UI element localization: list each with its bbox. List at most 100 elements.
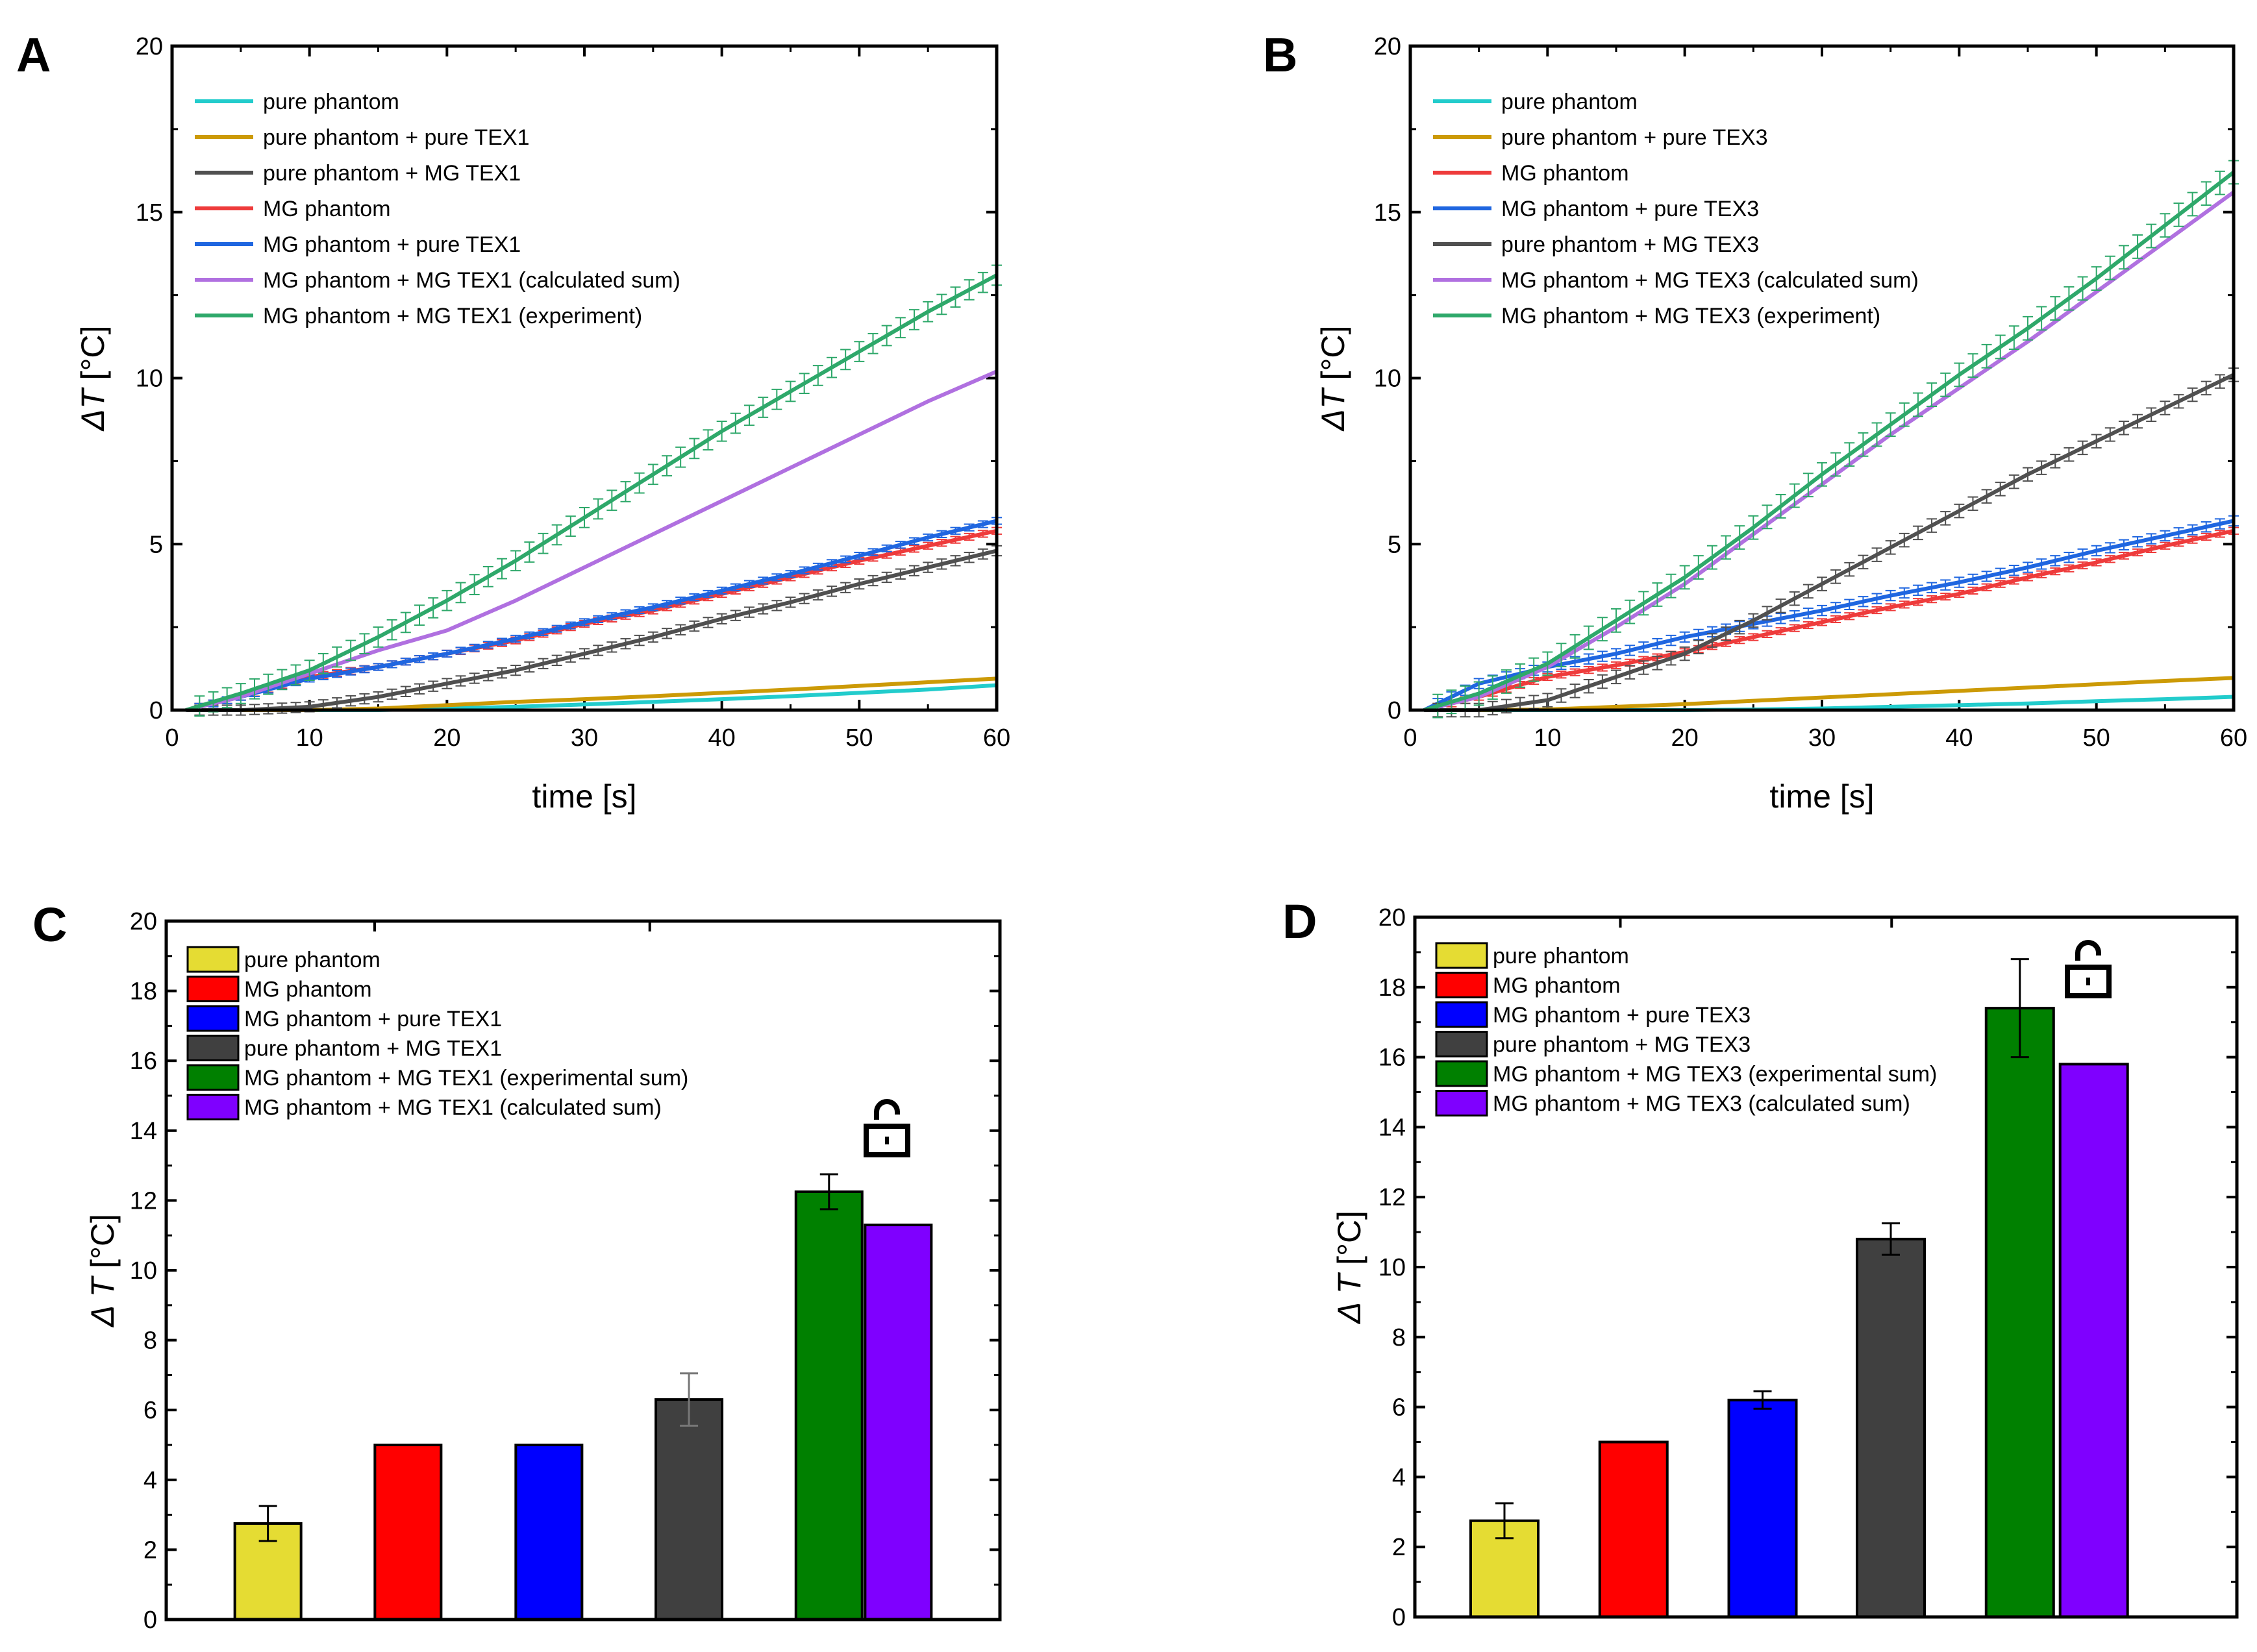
panel-label: C: [32, 898, 67, 952]
panel-label: A: [16, 28, 51, 82]
y-tick-label: 6: [143, 1397, 157, 1424]
panel-b: B 0 5 10 15 20 ΔT [°C] 0 10 20 30 40 50 60 time [s] pur…: [1263, 28, 2247, 815]
x-axis-label: time [s]: [1769, 778, 1874, 815]
unlocked-padlock-icon: [2065, 940, 2112, 998]
x-tick-label: 10: [296, 724, 323, 752]
y-axis-symbol: Δ T: [1331, 1272, 1367, 1324]
y-tick-label: 2: [143, 1536, 157, 1564]
bar: [864, 1224, 933, 1621]
bar: [655, 1398, 724, 1621]
legend-swatch: [1435, 972, 1488, 998]
legend-label: MG phantom + MG TEX3 (calculated sum): [1493, 1092, 1910, 1116]
legend-swatch: [1435, 1060, 1488, 1087]
legend-swatch: [186, 946, 240, 973]
panel-label: D: [1282, 894, 1317, 948]
y-tick-label: 15: [1374, 199, 1401, 227]
x-tick-label: 0: [1403, 724, 1417, 752]
legend-swatch: [186, 1094, 240, 1120]
y-axis-label: Δ T [°C]: [1331, 1211, 1367, 1324]
bar: [1984, 1007, 2055, 1618]
series-line: [1423, 170, 2235, 712]
y-tick-label: 20: [1378, 904, 1406, 931]
plot-frame: [170, 44, 999, 712]
series-3: [1423, 526, 2239, 712]
plot-frame: [164, 919, 1002, 1621]
legend-label: pure phantom + MG TEX3: [1493, 1033, 1751, 1057]
y-tick-label: 12: [1378, 1184, 1406, 1211]
bar: [373, 1444, 443, 1621]
x-tick-label: 30: [571, 724, 598, 752]
y-axis-label: Δ T [°C]: [84, 1214, 121, 1327]
y-tick-label: 8: [143, 1327, 157, 1355]
y-tick-label: 0: [143, 1607, 157, 1634]
y-tick-label: 20: [130, 908, 157, 935]
bar: [1856, 1237, 1927, 1618]
legend-label: pure phantom: [1493, 944, 1629, 968]
legend-swatch: [186, 1035, 240, 1061]
x-tick-label: 50: [2083, 724, 2110, 752]
y-tick-label: 20: [136, 33, 163, 60]
y-tick-label: 18: [1378, 974, 1406, 1002]
legend-label: pure phantom + pure TEX3: [1501, 125, 1767, 150]
legend-label: MG phantom + MG TEX1 (calculated sum): [263, 268, 680, 293]
x-tick-label: 50: [845, 724, 873, 752]
unlocked-padlock-icon: [864, 1099, 910, 1157]
bar: [2058, 1063, 2129, 1618]
legend-label: pure phantom + MG TEX1: [244, 1037, 502, 1061]
y-tick-label: 0: [149, 697, 163, 724]
y-tick-label: 5: [149, 531, 163, 558]
y-tick-label: 16: [130, 1048, 157, 1075]
legend-swatch: [186, 1064, 240, 1091]
legend-label: MG phantom + pure TEX1: [244, 1007, 502, 1031]
series-line: [185, 369, 998, 712]
x-tick-label: 0: [165, 724, 179, 752]
legend-label: MG phantom: [1493, 974, 1621, 998]
series-7: [1423, 160, 2239, 719]
y-tick-label: 2: [1392, 1534, 1406, 1561]
panel-c: C 0 2 4 6 8 10 12 14 16 18 20 Δ T [°C] pure phantom MG…: [32, 898, 1002, 1634]
y-tick-label: 18: [130, 978, 157, 1005]
y-tick-label: 10: [1374, 365, 1401, 393]
x-tick-label: 60: [2220, 724, 2247, 752]
series-5: [185, 517, 1002, 712]
panel-d: D 0 2 4 6 8 10 12 14 16 18 20 Δ T [°C] pure phantom MG…: [1282, 894, 2239, 1631]
series-line: [185, 273, 998, 712]
y-tick-label: 20: [1374, 33, 1401, 60]
legend-label: MG phantom + pure TEX3: [1493, 1003, 1751, 1028]
x-tick-label: 60: [983, 724, 1010, 752]
series-7: [185, 264, 1002, 717]
y-tick-label: 10: [1378, 1254, 1406, 1281]
legend-label: MG phantom: [1501, 161, 1629, 186]
y-axis-symbol: ΔT: [75, 387, 111, 432]
y-tick-label: 14: [1378, 1114, 1406, 1141]
legend-swatch: [1435, 1001, 1488, 1028]
y-tick-label: 5: [1388, 531, 1401, 558]
legend-label: pure phantom + pure TEX1: [263, 125, 529, 150]
y-tick-label: 4: [1392, 1464, 1406, 1491]
legend-swatch: [186, 976, 240, 1002]
series-line: [1423, 528, 2234, 712]
legend-label: MG phantom: [263, 197, 391, 221]
y-tick-label: 0: [1388, 697, 1401, 724]
x-tick-label: 30: [1808, 724, 1836, 752]
y-tick-label: 8: [1392, 1324, 1406, 1351]
legend-swatch: [1435, 1090, 1488, 1116]
y-tick-label: 6: [1392, 1394, 1406, 1422]
y-axis-unit: [°C]: [75, 326, 111, 389]
plot-frame: [1408, 44, 2236, 712]
y-tick-label: 0: [1392, 1604, 1406, 1631]
legend-label: MG phantom + pure TEX1: [263, 232, 521, 257]
legend-label: pure phantom: [244, 948, 380, 972]
bar: [794, 1190, 864, 1621]
y-axis-label: ΔT [°C]: [75, 326, 111, 432]
y-tick-label: 10: [130, 1257, 157, 1285]
y-tick-label: 16: [1378, 1044, 1406, 1072]
y-axis-unit: [°C]: [84, 1214, 121, 1277]
legend-label: pure phantom: [263, 90, 399, 114]
y-tick-label: 15: [136, 199, 163, 227]
series-4: [1423, 515, 2239, 712]
legend-label: pure phantom + MG TEX3: [1501, 232, 1759, 257]
legend-label: pure phantom: [1501, 90, 1638, 114]
y-axis-unit: [°C]: [1331, 1211, 1367, 1274]
